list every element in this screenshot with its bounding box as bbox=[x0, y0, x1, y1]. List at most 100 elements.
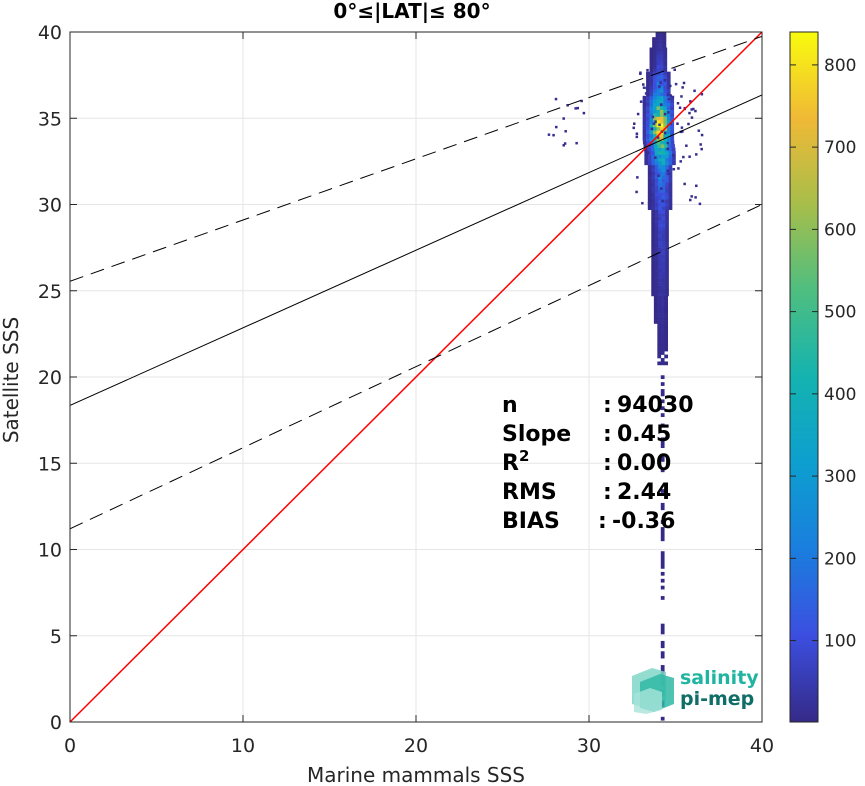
outlier-cell bbox=[677, 167, 680, 170]
density-cell bbox=[661, 178, 666, 183]
y-tick-label: 40 bbox=[38, 22, 62, 44]
density-cell bbox=[654, 257, 659, 262]
density-cell bbox=[659, 54, 664, 59]
y-axis-ticks: 0 5 10 15 20 25 30 35 40 bbox=[38, 22, 762, 734]
density-cell bbox=[664, 302, 669, 307]
density-cell bbox=[661, 154, 666, 159]
density-cell bbox=[661, 268, 666, 273]
density-cell bbox=[661, 151, 666, 155]
density-cell bbox=[665, 271, 669, 276]
outlier-cell bbox=[668, 84, 672, 88]
density-cell bbox=[646, 99, 650, 104]
density-cell bbox=[665, 209, 669, 214]
outlier-cell bbox=[685, 144, 688, 147]
density-cell bbox=[659, 68, 664, 72]
outlier-cell bbox=[673, 68, 676, 71]
density-cell bbox=[665, 206, 669, 210]
density-cell bbox=[652, 37, 656, 41]
density-cell bbox=[660, 502, 665, 507]
density-cell bbox=[654, 226, 659, 231]
density-cell bbox=[664, 344, 669, 348]
density-cell bbox=[649, 61, 654, 66]
density-cell bbox=[651, 275, 656, 279]
outlier-cell bbox=[674, 82, 678, 86]
density-cell bbox=[663, 123, 668, 128]
outlier-cell bbox=[646, 151, 650, 154]
density-cell bbox=[651, 285, 656, 290]
density-cell bbox=[661, 251, 666, 255]
y-tick-label: 35 bbox=[38, 108, 62, 130]
density-cell bbox=[664, 313, 669, 317]
x-axis-ticks: 0 10 20 30 40 bbox=[64, 32, 774, 757]
density-cell bbox=[654, 292, 659, 297]
density-cell bbox=[665, 220, 669, 224]
density-cell bbox=[649, 68, 654, 72]
density-cell bbox=[665, 157, 669, 162]
x-tick-label: 10 bbox=[231, 735, 255, 757]
density-cell bbox=[657, 306, 662, 311]
outlier-cell bbox=[672, 167, 676, 171]
density-cell bbox=[665, 188, 669, 193]
density-cell bbox=[646, 109, 650, 114]
density-cell bbox=[653, 54, 657, 59]
density-cell bbox=[665, 278, 669, 283]
density-cell bbox=[660, 309, 665, 314]
density-cell bbox=[646, 113, 650, 117]
density-cell bbox=[649, 75, 654, 79]
density-cell bbox=[664, 323, 669, 328]
density-cell bbox=[646, 102, 650, 107]
outlier-cell bbox=[682, 155, 685, 159]
density-cell bbox=[659, 57, 664, 62]
density-cell bbox=[663, 57, 668, 62]
outlier-cell bbox=[660, 103, 663, 106]
density-cell bbox=[661, 168, 666, 173]
density-cell bbox=[665, 178, 669, 183]
density-cell bbox=[665, 285, 669, 290]
outlier-cell bbox=[657, 174, 660, 178]
density-cell bbox=[659, 61, 664, 66]
x-tick-label: 30 bbox=[577, 735, 601, 757]
density-cell bbox=[659, 119, 664, 124]
density-cell bbox=[660, 489, 665, 493]
density-cell bbox=[654, 282, 659, 286]
density-cell bbox=[666, 119, 671, 124]
density-cell bbox=[654, 230, 659, 235]
outlier-cell bbox=[666, 93, 670, 97]
density-cell bbox=[664, 306, 669, 311]
density-cell bbox=[670, 116, 675, 121]
density-cell bbox=[646, 92, 650, 97]
density-cell bbox=[642, 116, 647, 121]
colorbar-tick-label: 600 bbox=[824, 220, 856, 240]
density-cell bbox=[663, 95, 668, 100]
outlier-cell bbox=[697, 129, 701, 132]
density-cell bbox=[654, 171, 659, 176]
density-cell bbox=[654, 192, 659, 197]
density-cell bbox=[650, 144, 655, 148]
density-cell bbox=[665, 154, 669, 159]
outlier-cell bbox=[694, 109, 697, 113]
density-cell bbox=[660, 316, 665, 321]
density-cell bbox=[658, 254, 662, 259]
density-cell bbox=[660, 533, 665, 538]
stat-label: n bbox=[502, 393, 518, 418]
density-cell bbox=[660, 651, 665, 656]
outlier-cell bbox=[636, 112, 640, 116]
density-cell bbox=[663, 64, 668, 69]
density-cell bbox=[662, 37, 667, 41]
density-cell bbox=[665, 289, 669, 293]
stat-label: Slope bbox=[502, 422, 571, 447]
colorbar-tick-label: 200 bbox=[824, 549, 856, 569]
density-cell bbox=[649, 130, 654, 135]
density-cell bbox=[672, 157, 676, 162]
outlier-cell bbox=[547, 133, 551, 136]
density-cell bbox=[658, 192, 662, 197]
density-cell bbox=[654, 195, 659, 200]
outlier-cell bbox=[642, 83, 645, 86]
density-cell bbox=[655, 37, 660, 41]
density-cell bbox=[659, 123, 664, 128]
density-cell bbox=[660, 330, 665, 335]
density-cell bbox=[658, 233, 662, 238]
density-cell bbox=[657, 299, 662, 304]
density-cell bbox=[656, 119, 661, 124]
density-cell bbox=[653, 113, 657, 117]
